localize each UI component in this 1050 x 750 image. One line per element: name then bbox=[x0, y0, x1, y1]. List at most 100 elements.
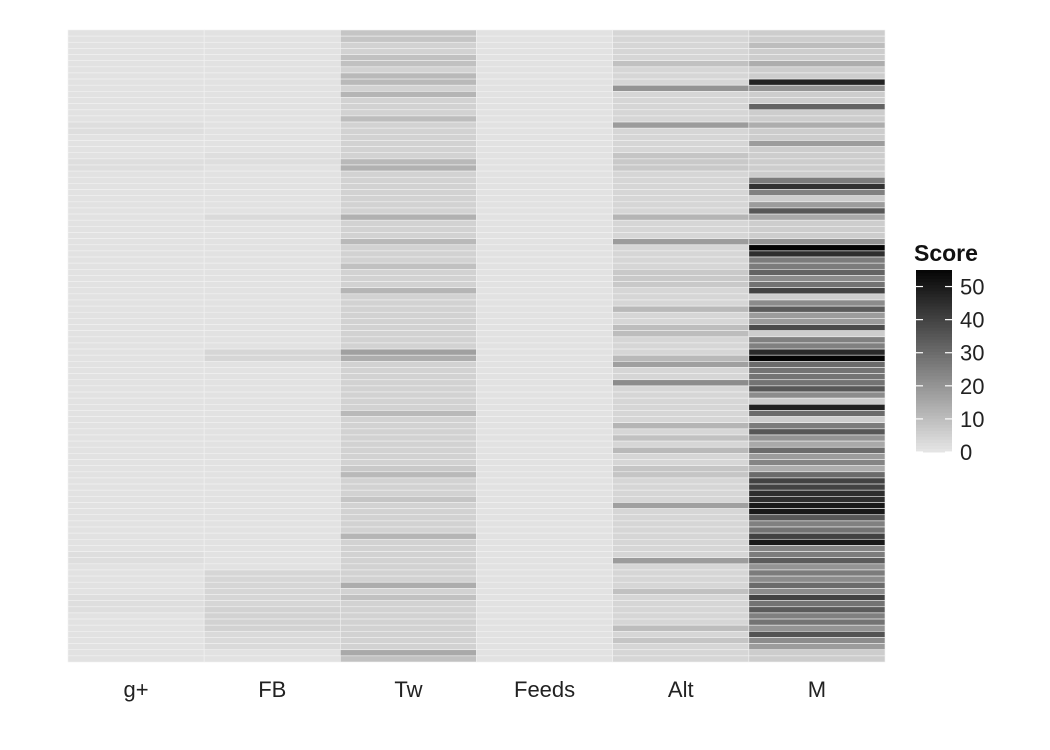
legend-color-step bbox=[916, 330, 952, 335]
heatmap-cell-Feeds-34 bbox=[476, 238, 613, 246]
heatmap-cell-Tw-9 bbox=[340, 84, 477, 92]
heatmap-cell-M-85 bbox=[748, 551, 886, 558]
legend-color-step bbox=[916, 306, 952, 310]
legend-color-step bbox=[916, 385, 952, 389]
heatmap-cell-Tw-74 bbox=[340, 483, 477, 491]
heatmap-cell-Alt-25 bbox=[612, 183, 750, 190]
heatmap-cell-Feeds-42 bbox=[476, 287, 613, 295]
heatmap-cell-Alt-43 bbox=[612, 293, 750, 301]
heatmap-cell-Tw-19 bbox=[340, 146, 477, 154]
legend-color-step bbox=[916, 345, 952, 350]
heatmap-cell-Feeds-71 bbox=[476, 465, 613, 473]
heatmap-cell-FB-27 bbox=[203, 195, 341, 203]
heatmap-cell-Alt-72 bbox=[612, 471, 750, 479]
heatmap-cell-g+-36 bbox=[67, 250, 205, 258]
heatmap-cell-Alt-101 bbox=[612, 649, 750, 657]
heatmap-cell-M-58 bbox=[748, 385, 886, 393]
heatmap-cell-Feeds-25 bbox=[476, 183, 613, 190]
heatmap-cell-g+-77 bbox=[67, 502, 205, 509]
heatmap-cell-Feeds-59 bbox=[476, 391, 613, 399]
heatmap-cell-g+-2 bbox=[67, 41, 205, 49]
heatmap-cell-FB-62 bbox=[203, 410, 341, 417]
heatmap-cell-FB-92 bbox=[203, 594, 341, 601]
heatmap-cell-Alt-68 bbox=[612, 446, 750, 454]
heatmap-cell-FB-46 bbox=[203, 311, 341, 319]
heatmap-cell-Tw-18 bbox=[340, 140, 477, 147]
heatmap-cell-Feeds-101 bbox=[476, 649, 613, 657]
heatmap-cell-Feeds-4 bbox=[476, 54, 613, 61]
heatmap-cell-Feeds-60 bbox=[476, 397, 613, 405]
heatmap-cell-Alt-30 bbox=[612, 213, 750, 221]
heatmap-cell-Alt-66 bbox=[612, 434, 750, 442]
legend-colorbar bbox=[916, 270, 952, 453]
heatmap-cell-Feeds-89 bbox=[476, 575, 613, 583]
heatmap-cell-Tw-42 bbox=[340, 287, 477, 295]
heatmap-cell-Feeds-72 bbox=[476, 471, 613, 479]
heatmap-cell-Tw-93 bbox=[340, 600, 477, 608]
heatmap-cell-M-1 bbox=[748, 35, 886, 43]
heatmap-cell-FB-59 bbox=[203, 391, 341, 399]
heatmap-cell-M-86 bbox=[748, 557, 886, 565]
heatmap-cell-Alt-6 bbox=[612, 66, 750, 74]
heatmap-cell-FB-15 bbox=[203, 121, 341, 129]
legend-color-step bbox=[916, 433, 952, 438]
x-axis-tick-labels: g+ FB Tw Feeds Alt M bbox=[124, 677, 827, 702]
heatmap-cell-g+-21 bbox=[67, 158, 205, 166]
heatmap-cell-M-4 bbox=[748, 54, 886, 61]
heatmap-cell-M-57 bbox=[748, 379, 886, 387]
heatmap-cell-Tw-29 bbox=[340, 207, 477, 215]
heatmap-cell-FB-32 bbox=[203, 226, 341, 233]
heatmap-cell-M-99 bbox=[748, 637, 886, 644]
heatmap-cell-M-0 bbox=[748, 29, 886, 37]
heatmap-cell-g+-29 bbox=[67, 207, 205, 215]
heatmap-cell-Tw-92 bbox=[340, 594, 477, 601]
heatmap-cell-Alt-94 bbox=[612, 606, 750, 614]
heatmap-cell-Feeds-21 bbox=[476, 158, 613, 166]
x-tick-label: Alt bbox=[668, 677, 694, 702]
heatmap-cell-Tw-66 bbox=[340, 434, 477, 442]
heatmap-cell-Feeds-96 bbox=[476, 618, 613, 626]
heatmap-cell-g+-87 bbox=[67, 563, 205, 571]
heatmap-cell-M-90 bbox=[748, 581, 886, 589]
heatmap-cell-M-64 bbox=[748, 422, 886, 430]
heatmap-cell-FB-1 bbox=[203, 35, 341, 43]
heatmap-cell-FB-24 bbox=[203, 176, 341, 184]
heatmap-cell-Tw-16 bbox=[340, 127, 477, 135]
heatmap-cell-Feeds-50 bbox=[476, 336, 613, 344]
heatmap-cell-Feeds-82 bbox=[476, 532, 613, 540]
heatmap-cell-FB-6 bbox=[203, 66, 341, 74]
heatmap-cell-M-101 bbox=[748, 649, 886, 657]
heatmap-cell-FB-100 bbox=[203, 643, 341, 651]
heatmap-cell-FB-48 bbox=[203, 324, 341, 331]
heatmap-cell-Alt-92 bbox=[612, 594, 750, 601]
heatmap-cell-Alt-20 bbox=[612, 152, 750, 160]
heatmap-cell-Alt-70 bbox=[612, 459, 750, 466]
heatmap-cell-FB-75 bbox=[203, 489, 341, 497]
heatmap-cell-g+-78 bbox=[67, 508, 205, 516]
heatmap-cell-Alt-37 bbox=[612, 256, 750, 264]
heatmap-cell-Feeds-49 bbox=[476, 330, 613, 338]
heatmap-cell-M-38 bbox=[748, 262, 886, 270]
heatmap-cell-g+-34 bbox=[67, 238, 205, 246]
heatmap-cell-Tw-101 bbox=[340, 649, 477, 657]
heatmap-cell-Alt-93 bbox=[612, 600, 750, 608]
legend-color-step bbox=[916, 315, 952, 320]
heatmap-cell-Feeds-55 bbox=[476, 367, 613, 374]
heatmap-cell-FB-70 bbox=[203, 459, 341, 466]
heatmap-cell-M-3 bbox=[748, 48, 886, 55]
heatmap-cell-g+-24 bbox=[67, 176, 205, 184]
heatmap-cell-M-55 bbox=[748, 367, 886, 374]
legend-color-step bbox=[916, 421, 952, 426]
heatmap-cell-FB-81 bbox=[203, 526, 341, 534]
heatmap-cell-Tw-53 bbox=[340, 354, 477, 362]
heatmap-cell-M-15 bbox=[748, 121, 886, 129]
heatmap-cell-Alt-9 bbox=[612, 84, 750, 92]
heatmap-cell-FB-50 bbox=[203, 336, 341, 344]
heatmap-cell-FB-99 bbox=[203, 637, 341, 644]
heatmap-cell-M-34 bbox=[748, 238, 886, 246]
heatmap-cell-Feeds-69 bbox=[476, 453, 613, 460]
heatmap-cell-Alt-27 bbox=[612, 195, 750, 203]
heatmap-cell-FB-21 bbox=[203, 158, 341, 166]
heatmap-cell-M-46 bbox=[748, 311, 886, 319]
heatmap-cell-g+-71 bbox=[67, 465, 205, 473]
